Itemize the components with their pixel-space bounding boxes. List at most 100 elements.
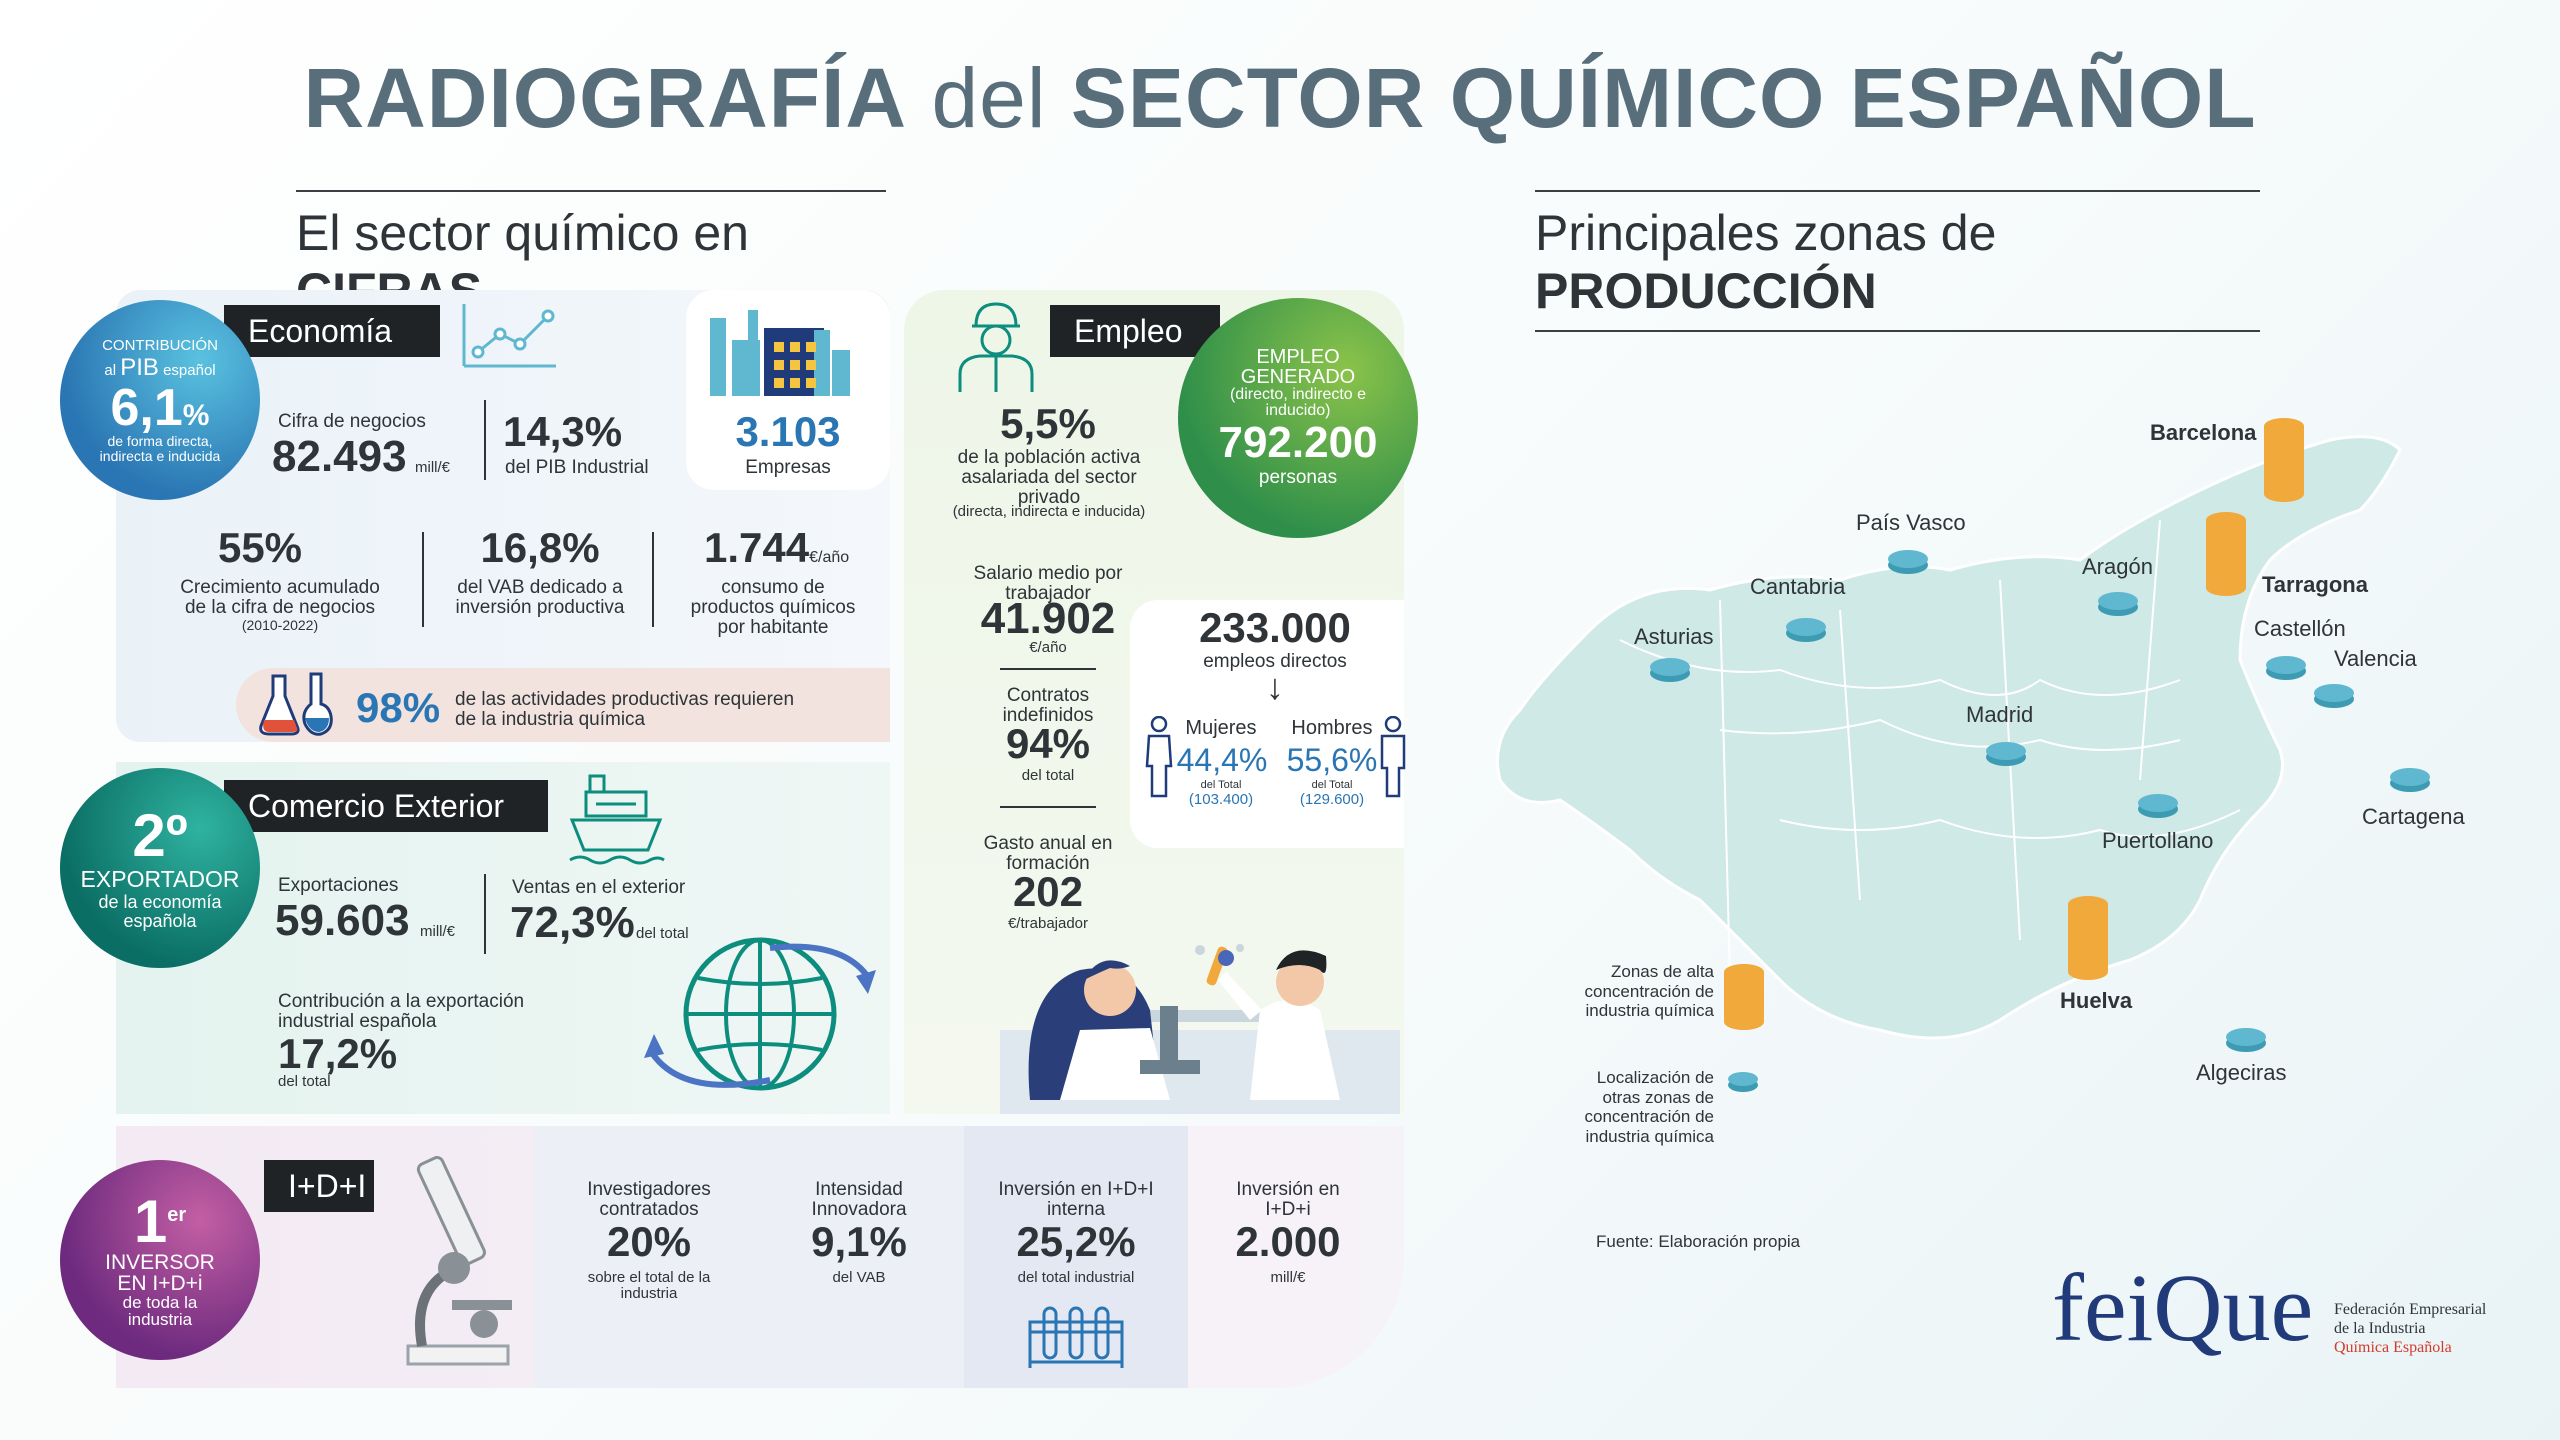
pib-industrial-value: 14,3% [503,408,623,455]
ventas-value: 72,3% [510,898,635,947]
barcelona-cylinder [2264,418,2304,502]
trend-icon [462,304,556,368]
poblacion-value: 5,5% [1000,400,1096,447]
man-icon [1380,716,1406,798]
contratos-value: 94% [1005,720,1091,767]
mujeres-value: 44,4% [1176,742,1268,778]
hombres-sub1: del Total [1311,779,1353,791]
cifra-negocios-label: Cifra de negocios [278,411,426,432]
actividades-value: 98% [356,684,441,731]
right-section-title: Principales zonas de PRODUCCIÓN [1535,190,2260,332]
empleo-label: Empleo [1050,305,1220,357]
ship-icon [569,774,665,865]
barcelona-label: Barcelona [2150,420,2257,445]
actividades-bar [236,668,890,742]
legend-other-text: Localización de otras zonas de concentra… [1584,1068,1714,1146]
contratos-label: Contratos indefinidos [1002,685,1094,726]
investigadores-label: Investigadores contratados [587,1179,711,1220]
ventas-unit: del total [636,925,689,942]
woman-icon [1145,716,1173,798]
legend-pin [1728,1072,1758,1086]
test-tubes-icon [1028,1306,1124,1368]
huelva-cylinder [2068,896,2108,980]
divider [484,400,486,480]
spain-map [1496,435,2402,1040]
idi-col-b [964,1126,1188,1388]
empleo-generado-circle: EMPLEO GENERADO (directo, indirecto e in… [1178,298,1418,538]
inversion-unit: mill/€ [1270,1269,1306,1286]
page-title: RADIOGRAFÍA del SECTOR QUÍMICO ESPAÑOL [303,51,2257,145]
consumo-label: consumo de productos químicos por habita… [690,577,856,638]
exportaciones-label: Exportaciones [278,875,399,896]
comercio-label: Comercio Exterior [224,780,548,832]
mujeres-sub1: del Total [1200,779,1242,791]
mujeres-sub2: (103.400) [1188,791,1254,808]
hombres-sub2: (129.600) [1299,791,1365,808]
mujeres-label: Mujeres [1185,717,1257,739]
hombres-label: Hombres [1291,717,1373,739]
pib-industrial-label: del PIB Industrial [505,457,649,478]
worker-icon [958,302,1034,392]
pais-vasco-pin [1888,550,1928,568]
contratos-unit: del total [1021,767,1075,784]
madrid-pin [1986,742,2026,760]
cartagena-label: Cartagena [2362,804,2465,829]
divider [484,874,486,954]
ventas-label: Ventas en el exterior [512,877,686,898]
actividades-label: de las actividades productivas requieren… [455,689,795,730]
legend-cylinder [1724,964,1764,1030]
algeciras-pin [2226,1028,2266,1046]
idi-label: I+D+I [264,1160,374,1212]
inversor-circle: 1er INVERSOR EN I+D+i de toda la industr… [60,1160,260,1360]
economia-label: Economía [224,305,440,357]
empresas-label: Empresas [745,457,831,478]
exportaciones-unit: mill/€ [420,923,456,940]
exportador-circle: 2º EXPORTADOR de la economía española [60,768,260,968]
cantabria-label: Cantabria [1750,574,1846,599]
poblacion-label: de la población activa asalariada del se… [957,447,1141,508]
contribucion-value: 17,2% [278,1030,398,1077]
microscope-icon [406,1156,512,1366]
pais-vasco-label: País Vasco [1856,510,1966,535]
crecimiento-value: 55% [217,524,303,571]
arrow-down-icon: ↓ [1266,666,1284,707]
salario-unit: €/año [1029,639,1067,656]
divider [1000,668,1096,670]
asturias-label: Asturias [1634,624,1714,649]
factory-icon [710,310,850,396]
investigadores-value: 20% [606,1218,692,1265]
intensidad-unit: del VAB [832,1269,886,1286]
exportaciones-value: 59.603 [275,896,410,945]
tarragona-cylinder [2206,512,2246,596]
flask-icon [259,672,333,736]
scientists-illustration [1000,944,1400,1114]
cifra-negocios-unit: mill/€ [415,459,451,476]
madrid-label: Madrid [1966,702,2034,727]
directos-value: 233.000 [1199,604,1351,651]
gasto-unit: €/trabajador [1007,915,1089,932]
poblacion-sub: (directa, indirecta e inducida) [952,503,1146,520]
intensidad-value: 9,1% [811,1218,907,1265]
castellon-label: Castellón [2254,616,2346,641]
inversion-label: Inversión en I+D+i [1236,1179,1340,1220]
contribucion-unit: del total [278,1073,331,1090]
idi-col-a [534,1126,964,1388]
hombres-value: 55,6% [1286,742,1378,778]
empresas-value: 3.103 [735,408,841,455]
valencia-label: Valencia [2334,646,2417,671]
intensidad-label: Intensidad Innovadora [811,1179,907,1220]
cartagena-pin [2390,768,2430,786]
contribucion-label: Contribución a la exportación industrial… [278,991,525,1032]
aragon-pin [2098,592,2138,610]
castellon-pin [2266,656,2306,674]
divider [422,532,424,627]
directos-label: empleos directos [1203,651,1347,672]
directos-card [1130,600,1404,848]
vab-value: 16,8% [480,524,600,571]
aragon-label: Aragón [2082,554,2153,579]
vab-label: del VAB dedicado a inversión productiva [455,577,625,618]
asturias-pin [1650,658,1690,676]
feique-logo: feiQue [2052,1254,2314,1361]
logo-caption: Federación Empresarial de la Industria Q… [2334,1301,2487,1357]
inversion-value: 2.000 [1235,1218,1341,1265]
